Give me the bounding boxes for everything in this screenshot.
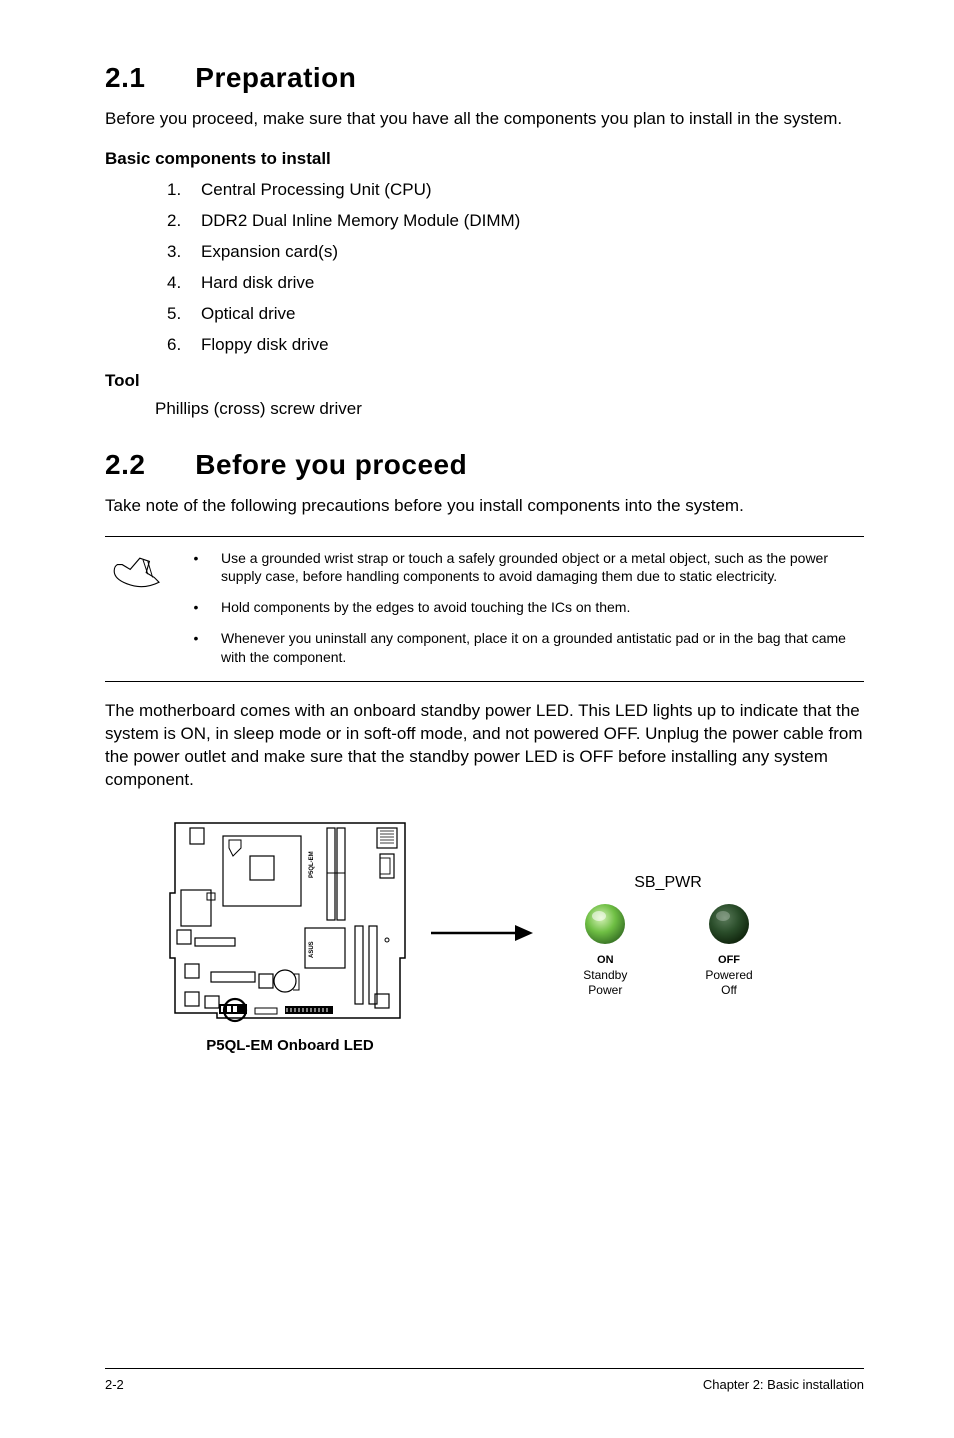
item-number: 3. [167,241,201,264]
components-list: 1.Central Processing Unit (CPU) 2.DDR2 D… [167,179,864,357]
led-on: ON Standby Power [583,902,627,998]
note-text: Use a grounded wrist strap or touch a sa… [221,549,858,587]
bullet-icon: • [191,629,201,667]
diagram-caption: P5QL-EM Onboard LED [155,1037,425,1054]
heading-number: 2.2 [105,449,187,481]
diagram-area: P5QL-EM ASUS [155,818,864,1054]
heading-number: 2.1 [105,62,187,94]
pencil-note-icon [111,549,167,671]
page-number: 2-2 [105,1377,124,1392]
item-number: 4. [167,272,201,295]
arrow-icon [429,913,539,958]
item-text: Central Processing Unit (CPU) [201,180,432,199]
bullet-icon: • [191,549,201,587]
item-number: 1. [167,179,201,202]
chapter-label: Chapter 2: Basic installation [703,1377,864,1392]
list-item: 2.DDR2 Dual Inline Memory Module (DIMM) [167,210,864,233]
led-on-label: ON [583,954,627,968]
led-on-icon [583,902,627,946]
led-on-sub1: Standby [583,968,627,983]
section1-intro: Before you proceed, make sure that you h… [105,108,864,131]
item-number: 6. [167,334,201,357]
heading-title: Preparation [195,62,356,93]
item-text: DDR2 Dual Inline Memory Module (DIMM) [201,211,520,230]
led-off-sub2: Off [705,983,752,998]
led-on-sub2: Power [583,983,627,998]
led-header: SB_PWR [543,874,793,892]
svg-text:ASUS: ASUS [309,941,315,958]
led-detail: SB_PWR ON Standby Power [543,874,793,998]
note-text: Whenever you uninstall any component, pl… [221,629,858,667]
led-off-sub1: Powered [705,968,752,983]
item-text: Floppy disk drive [201,335,329,354]
led-off-icon [707,902,751,946]
motherboard-diagram: P5QL-EM ASUS [155,818,425,1054]
list-item: 4.Hard disk drive [167,272,864,295]
bullet-icon: • [191,598,201,617]
list-item: 5.Optical drive [167,303,864,326]
basic-components-heading: Basic components to install [105,149,864,169]
item-text: Expansion card(s) [201,242,338,261]
heading-2-1: 2.1 Preparation [105,62,864,94]
page-footer: 2-2 Chapter 2: Basic installation [105,1368,864,1392]
tool-text: Phillips (cross) screw driver [155,399,864,419]
section2-para2: The motherboard comes with an onboard st… [105,700,864,792]
led-off-label: OFF [705,954,752,968]
note-bullets: • Use a grounded wrist strap or touch a s… [191,549,858,671]
item-text: Hard disk drive [201,273,314,292]
list-item: 1.Central Processing Unit (CPU) [167,179,864,202]
heading-title: Before you proceed [195,449,467,480]
note-text: Hold components by the edges to avoid to… [221,598,630,617]
note-item: • Use a grounded wrist strap or touch a s… [191,549,858,587]
led-off: OFF Powered Off [705,902,752,998]
item-number: 5. [167,303,201,326]
note-item: • Hold components by the edges to avoid t… [191,598,858,617]
section2-intro: Take note of the following precautions b… [105,495,864,518]
list-item: 3.Expansion card(s) [167,241,864,264]
note-item: • Whenever you uninstall any component, p… [191,629,858,667]
svg-text:P5QL-EM: P5QL-EM [309,851,315,878]
tool-heading: Tool [105,371,864,391]
heading-2-2: 2.2 Before you proceed [105,449,864,481]
note-box: • Use a grounded wrist strap or touch a s… [105,536,864,682]
item-number: 2. [167,210,201,233]
item-text: Optical drive [201,304,295,323]
list-item: 6.Floppy disk drive [167,334,864,357]
